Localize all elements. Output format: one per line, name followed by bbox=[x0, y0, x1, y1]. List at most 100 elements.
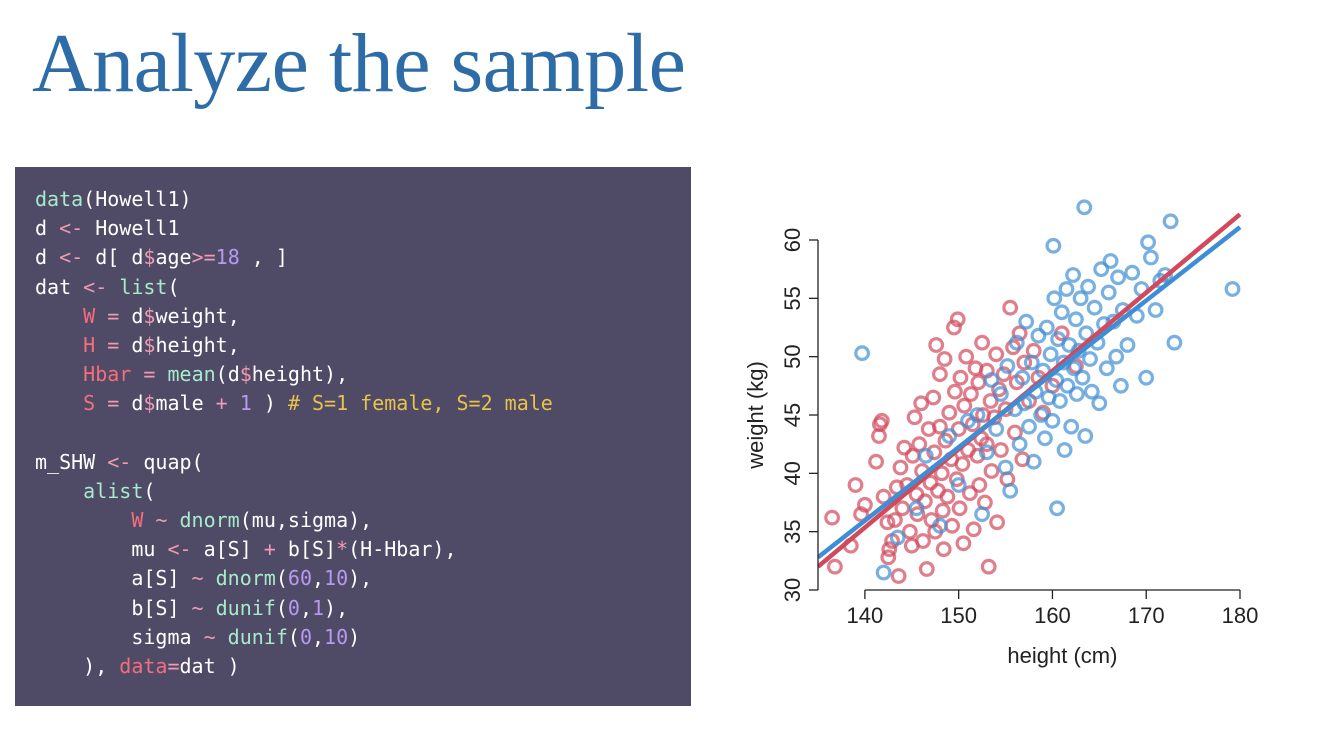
code-token bbox=[95, 333, 107, 357]
data-point-red bbox=[931, 366, 948, 383]
code-token bbox=[35, 333, 83, 357]
data-point-red bbox=[931, 418, 948, 435]
data-point-blue bbox=[1091, 395, 1108, 412]
code-panel: data(Howell1) d <- Howell1 d <- d[ d$age>=… bbox=[15, 167, 691, 706]
code-token bbox=[35, 391, 83, 415]
code-line: dat <- list( bbox=[35, 273, 691, 302]
data-point-blue bbox=[1049, 500, 1066, 517]
y-tick-label: 30 bbox=[780, 578, 805, 602]
code-token: d bbox=[119, 303, 144, 328]
data-point-blue bbox=[1083, 383, 1100, 400]
code-token bbox=[204, 566, 216, 590]
data-point-red bbox=[894, 500, 911, 517]
data-point-blue bbox=[1086, 299, 1103, 316]
data-point-blue bbox=[1018, 313, 1035, 330]
data-point-blue bbox=[983, 372, 1000, 388]
code-token bbox=[95, 304, 107, 328]
code-token: W bbox=[83, 303, 96, 328]
code-token bbox=[143, 508, 155, 532]
code-token: 18 bbox=[215, 245, 240, 270]
data-point-blue bbox=[1124, 264, 1141, 281]
y-tick-label: 50 bbox=[780, 344, 805, 368]
data-point-blue bbox=[1224, 281, 1241, 297]
data-point-red bbox=[934, 502, 951, 519]
data-point-blue bbox=[1072, 290, 1089, 307]
code-token: * bbox=[336, 537, 349, 562]
data-point-red bbox=[935, 541, 952, 558]
data-point-red bbox=[873, 412, 890, 429]
data-point-red bbox=[936, 351, 953, 367]
code-token: mu bbox=[35, 537, 168, 562]
code-token: b[S] bbox=[35, 595, 192, 620]
code-token: 10 bbox=[324, 566, 349, 591]
data-point-blue bbox=[1080, 278, 1097, 295]
code-token: dat bbox=[35, 274, 84, 299]
code-token: b[S] bbox=[275, 537, 337, 562]
x-tick-label: 140 bbox=[847, 603, 884, 628]
data-point-red bbox=[890, 568, 907, 584]
code-token bbox=[35, 304, 83, 328]
code-token: (Howell1) bbox=[83, 187, 192, 211]
data-point-blue bbox=[1068, 311, 1084, 328]
code-token: d[ d bbox=[83, 245, 144, 270]
code-token: alist bbox=[83, 478, 144, 503]
data-point-blue bbox=[1063, 418, 1080, 435]
code-line: S = d$male + 1 ) # S=1 female, S=2 male bbox=[35, 389, 691, 418]
data-point-blue bbox=[1002, 482, 1019, 499]
code-token: ~ bbox=[191, 566, 204, 591]
data-point-red bbox=[955, 535, 972, 552]
data-point-blue bbox=[1011, 436, 1028, 453]
code-token: ( bbox=[143, 478, 156, 503]
code-line: d <- d[ d$age>=18 , ] bbox=[35, 243, 691, 272]
data-point-red bbox=[952, 369, 969, 386]
code-token: 0 bbox=[287, 595, 300, 620]
code-line: m_SHW <- quap( bbox=[35, 448, 691, 477]
code-token: data bbox=[119, 654, 168, 678]
data-point-blue bbox=[969, 407, 986, 423]
code-token: , bbox=[299, 595, 312, 620]
data-point-red bbox=[982, 393, 999, 409]
code-token: dat ) bbox=[179, 654, 240, 678]
code-line: data(Howell1) bbox=[35, 185, 691, 214]
code-line: ), data=dat ) bbox=[35, 652, 691, 681]
code-token: ~ bbox=[191, 595, 204, 620]
x-axis-label: height (cm) bbox=[1007, 643, 1117, 668]
data-point-red bbox=[879, 514, 896, 531]
data-point-red bbox=[892, 459, 909, 476]
x-tick-label: 160 bbox=[1034, 603, 1071, 628]
code-token: a[S] bbox=[191, 537, 264, 562]
code-token: 0 bbox=[299, 624, 312, 649]
data-point-red bbox=[993, 442, 1009, 458]
y-tick-label: 55 bbox=[780, 286, 805, 310]
code-token: d bbox=[35, 245, 60, 270]
data-point-blue bbox=[1074, 369, 1091, 386]
code-token: male bbox=[155, 391, 216, 416]
data-point-red bbox=[988, 346, 1005, 363]
data-point-red bbox=[946, 383, 963, 400]
data-point-red bbox=[995, 366, 1012, 383]
y-tick-label: 35 bbox=[780, 519, 805, 543]
code-token: d bbox=[119, 391, 144, 416]
data-point-blue bbox=[908, 500, 925, 517]
data-point-red bbox=[901, 523, 918, 540]
data-point-blue bbox=[1008, 334, 1025, 351]
data-point-blue bbox=[1113, 377, 1129, 394]
code-token bbox=[35, 362, 83, 386]
data-point-blue bbox=[1143, 249, 1159, 266]
data-point-blue bbox=[999, 358, 1016, 374]
x-tick-label: 150 bbox=[940, 603, 977, 628]
data-point-blue bbox=[889, 529, 906, 546]
code-token: dnorm bbox=[215, 566, 276, 591]
data-point-red bbox=[915, 533, 931, 549]
code-token bbox=[204, 596, 216, 620]
code-token: Hbar bbox=[83, 362, 132, 387]
data-point-red bbox=[956, 397, 973, 414]
code-token: , bbox=[312, 566, 325, 591]
code-token: <- bbox=[59, 245, 84, 270]
code-token: (mu,sigma), bbox=[239, 508, 373, 533]
data-point-red bbox=[954, 456, 971, 472]
code-token: 1 bbox=[239, 391, 252, 416]
data-point-red bbox=[911, 436, 928, 453]
code-token: ) bbox=[348, 624, 361, 649]
code-token: a[S] bbox=[35, 566, 192, 591]
